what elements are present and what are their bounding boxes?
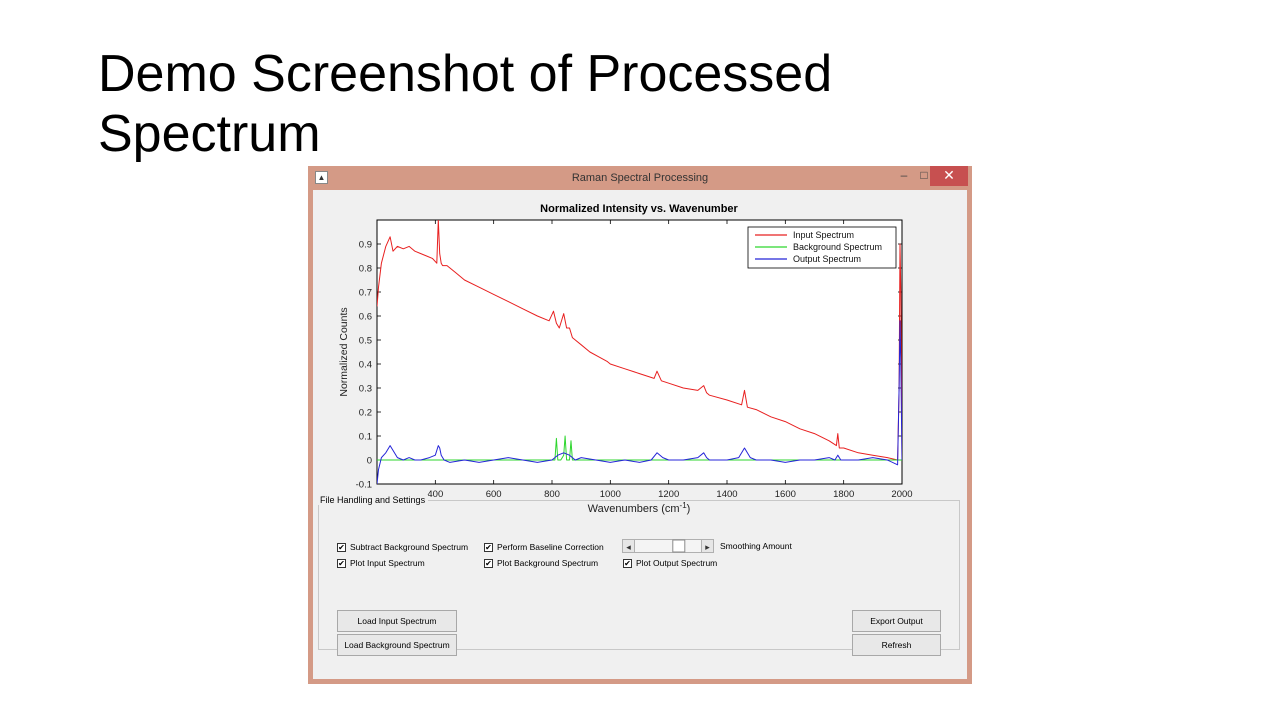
checkbox-mark[interactable]: ✔ [337, 542, 346, 552]
checkbox-mark[interactable]: ✔ [623, 558, 632, 568]
y-tick-label: 0.9 [359, 240, 372, 251]
checkbox-mark[interactable]: ✔ [484, 558, 493, 568]
smoothing-slider[interactable]: ◂ ▸ [622, 539, 714, 553]
checkbox-label: Plot Background Spectrum [497, 558, 599, 568]
series-input-spectrum [377, 220, 902, 461]
plot-area[interactable] [376, 219, 903, 485]
x-tick-label: 1400 [716, 489, 737, 500]
y-axis-label: Normalized Counts [338, 307, 350, 396]
smoothing-amount-label: Smoothing Amount [720, 541, 792, 551]
x-tick-label: 600 [486, 489, 502, 500]
load-input-spectrum-button[interactable]: Load Input Spectrum [337, 610, 457, 632]
y-tick-label: -0.1 [356, 480, 372, 491]
checkbox-plot-background[interactable]: ✔ Plot Background Spectrum [484, 557, 598, 569]
x-tick-label: 1200 [658, 489, 679, 500]
checkbox-subtract-background[interactable]: ✔ Subtract Background Spectrum [337, 541, 468, 553]
slide-title: Demo Screenshot of Processed Spectrum [98, 45, 833, 163]
y-tick-label: 0.6 [359, 312, 372, 323]
checkbox-plot-input[interactable]: ✔ Plot Input Spectrum [337, 557, 425, 569]
checkbox-baseline-correction[interactable]: ✔ Perform Baseline Correction [484, 541, 604, 553]
checkbox-label: Plot Output Spectrum [636, 558, 718, 568]
series-output-spectrum [377, 320, 902, 484]
window-titlebar[interactable]: ▲ Raman Spectral Processing – □ ✕ [308, 166, 972, 190]
checkbox-label: Perform Baseline Correction [497, 542, 604, 552]
axis-ticks: 400 600 800 1000 1200 1400 1600 1800 2000 -0.1 0 0.… [356, 220, 913, 500]
x-tick-label: 1600 [775, 489, 796, 500]
minimize-button[interactable]: – [900, 168, 908, 182]
window-title: Raman Spectral Processing [571, 172, 709, 184]
settings-panel-title: File Handling and Settings [317, 495, 429, 505]
x-axis-label-close: ) [687, 503, 691, 515]
y-tick-label: 0.1 [359, 432, 372, 443]
legend-entry-output-spectrum: Output Spectrum [793, 254, 861, 264]
legend-entry-input-spectrum: Input Spectrum [793, 230, 854, 240]
slider-left-arrow[interactable] [622, 539, 635, 553]
x-tick-label: 400 [427, 489, 443, 500]
slider-thumb[interactable] [672, 539, 686, 553]
maximize-button[interactable]: □ [920, 168, 928, 182]
slider-right-arrow[interactable] [701, 539, 714, 553]
refresh-button[interactable]: Refresh [852, 634, 941, 656]
checkbox-plot-output[interactable]: ✔ Plot Output Spectrum [623, 557, 717, 569]
y-tick-label: 0 [367, 456, 372, 467]
chart-legend: Input Spectrum Background Spectrum Output … [747, 226, 897, 269]
checkbox-label: Plot Input Spectrum [350, 558, 425, 568]
checkbox-label: Subtract Background Spectrum [350, 542, 469, 552]
y-tick-label: 0.4 [359, 360, 372, 371]
x-axis-label-sup: -1 [680, 501, 688, 510]
y-tick-label: 0.7 [359, 288, 372, 299]
settings-panel [318, 500, 960, 650]
app-window: ▲ Raman Spectral Processing – □ ✕ Normal… [308, 166, 972, 684]
series-background-spectrum [377, 435, 902, 461]
y-tick-label: 0.8 [359, 264, 372, 275]
figure-client-area: Normalized Intensity vs. Wavenumber 400 6… [313, 190, 967, 679]
y-tick-label: 0.3 [359, 384, 372, 395]
close-button[interactable]: ✕ [930, 166, 968, 186]
x-tick-label: 2000 [891, 489, 912, 500]
y-tick-label: 0.2 [359, 408, 372, 419]
matlab-figure-icon[interactable]: ▲ [315, 171, 328, 184]
x-tick-label: 800 [544, 489, 560, 500]
load-background-spectrum-button[interactable]: Load Background Spectrum [337, 634, 457, 656]
x-axis-label: Wavenumbers (cm-1) [588, 501, 691, 515]
x-tick-label: 1000 [600, 489, 621, 500]
x-axis-label-main: Wavenumbers (cm [588, 503, 680, 515]
series-layer [377, 220, 902, 484]
export-output-button[interactable]: Export Output [852, 610, 941, 632]
chart-title: Normalized Intensity vs. Wavenumber [540, 203, 738, 215]
slider-left-arrow-glyph: ◂ [626, 543, 631, 553]
legend-entry-background-spectrum: Background Spectrum [793, 242, 882, 252]
y-tick-label: 0.5 [359, 336, 372, 347]
checkbox-mark[interactable]: ✔ [484, 542, 493, 552]
x-tick-label: 1800 [833, 489, 854, 500]
spectrum-chart: Normalized Intensity vs. Wavenumber 400 6… [338, 203, 913, 515]
slider-right-arrow-glyph: ▸ [705, 543, 710, 553]
checkbox-mark[interactable]: ✔ [337, 558, 346, 568]
